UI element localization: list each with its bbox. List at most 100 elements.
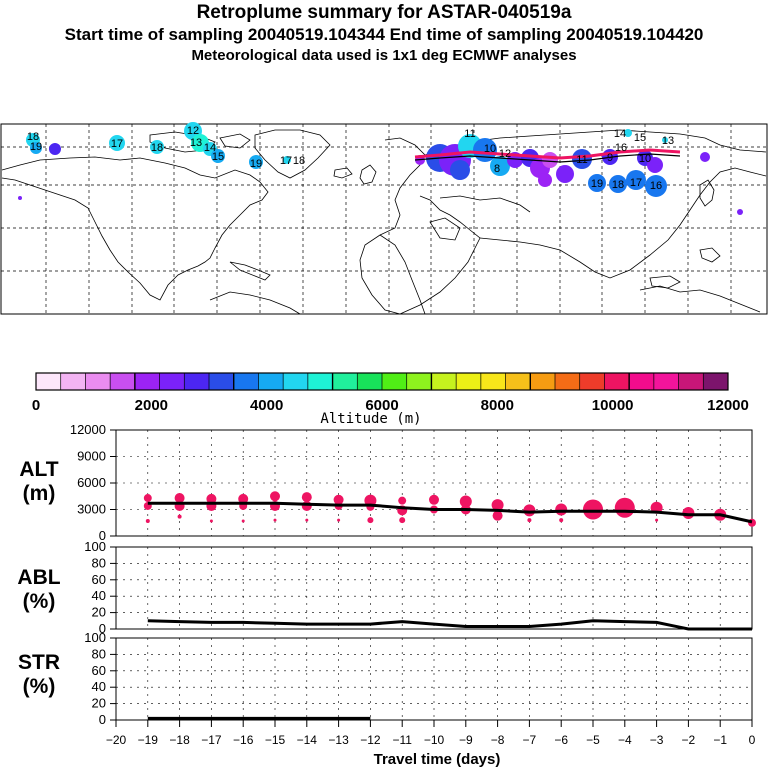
colorbar-tick-label: 0 xyxy=(32,397,40,414)
plume-cluster-dot xyxy=(647,157,663,173)
y-tick-label: 12000 xyxy=(70,422,106,437)
plume-track-path xyxy=(414,153,681,163)
alt-panel-label: ALT xyxy=(19,458,58,481)
plume-day-label: 10 xyxy=(484,143,496,155)
altitude-bubble xyxy=(209,519,213,523)
sampling-times: Start time of sampling 20040519.104344 E… xyxy=(64,25,704,44)
plume-day-label: 18 xyxy=(612,179,624,191)
plume-day-label: 12 xyxy=(499,148,511,160)
plume-cluster-dot xyxy=(700,152,710,162)
x-tick-label: −18 xyxy=(169,733,190,747)
alt-mean-line xyxy=(147,501,753,524)
y-tick-label: 60 xyxy=(92,572,106,587)
colorbar-swatch xyxy=(406,373,432,390)
abl-panel-label: ABL xyxy=(17,566,60,589)
x-tick-label: −9 xyxy=(459,733,473,747)
plume-day-label: 12 xyxy=(187,125,199,137)
altitude-bubble xyxy=(273,518,277,522)
altitude-bubble xyxy=(177,514,182,519)
altitude-bubble xyxy=(337,518,341,522)
y-tick-label: 80 xyxy=(92,646,106,661)
colorbar-swatch xyxy=(258,373,284,390)
colorbar-swatch xyxy=(233,373,259,390)
colorbar-swatch xyxy=(480,373,506,390)
plume-clusters xyxy=(18,122,743,215)
altitude-bubble xyxy=(559,518,564,523)
y-tick-label: 100 xyxy=(84,630,106,645)
altitude-bubble xyxy=(555,503,568,516)
x-tick-label: −11 xyxy=(392,733,412,747)
plume-cluster-dot xyxy=(645,175,667,197)
colorbar-tick-label: 12000 xyxy=(707,397,749,414)
plume-cluster-dot xyxy=(624,129,632,137)
colorbar-swatch xyxy=(357,373,383,390)
colorbar-swatch xyxy=(184,373,210,390)
plume-cluster-dot xyxy=(211,149,225,163)
plume-day-label: 19 xyxy=(250,158,262,170)
altitude-bubble xyxy=(492,510,503,521)
altitude-bubble xyxy=(143,494,152,503)
plume-cluster-dot xyxy=(18,196,22,200)
met-data-note: Meteorological data used is 1x1 deg ECMW… xyxy=(191,47,577,64)
altitude-bubble xyxy=(301,500,312,511)
plume-cluster-dot xyxy=(542,152,558,168)
plume-cluster-dot xyxy=(538,173,552,187)
x-tick-label: −6 xyxy=(554,733,568,747)
plume-cluster-dot xyxy=(737,209,743,215)
colorbar-tick-label: 6000 xyxy=(365,397,398,414)
colorbar-swatch xyxy=(703,373,729,390)
plume-cluster-dot xyxy=(572,149,592,169)
colorbar-swatch xyxy=(678,373,704,390)
x-axis-ticks: −20 −19 −18 −17 −16 −15 −14 −13 −12 −11 −10 −9 −8 −7−… xyxy=(106,720,756,747)
colorbar-tick-label: 4000 xyxy=(250,397,283,414)
altitude-bubble xyxy=(270,491,280,502)
x-tick-label: −13 xyxy=(328,733,349,747)
plume-day-label: 19 xyxy=(30,141,42,153)
altitude-bubble xyxy=(238,493,249,504)
plume-cluster-dot xyxy=(626,170,646,190)
plume-day-label: 14 xyxy=(204,142,216,154)
y-tick-label: 20 xyxy=(92,605,106,620)
plume-day-label: 17 xyxy=(280,155,292,167)
altitude-bubble xyxy=(301,492,312,503)
altitude-bubble xyxy=(241,519,245,523)
altitude-bubble xyxy=(527,518,532,523)
y-tick-label: 0 xyxy=(99,528,106,543)
colorbar-swatch xyxy=(283,373,309,390)
y-tick-label: 0 xyxy=(99,621,106,636)
altitude-bubble xyxy=(206,493,217,504)
altitude-bubble xyxy=(305,518,309,522)
plume-day-label: 11 xyxy=(464,128,475,140)
x-tick-label: −8 xyxy=(491,733,505,747)
x-tick-label: −16 xyxy=(233,733,254,747)
plume-cluster-dot xyxy=(49,143,61,155)
plume-cluster-dot xyxy=(450,160,470,180)
x-tick-label: −1 xyxy=(713,733,727,747)
x-tick-label: −2 xyxy=(682,733,696,747)
plume-centroid-path xyxy=(414,148,681,160)
y-tick-label: 6000 xyxy=(77,475,106,490)
x-tick-label: −5 xyxy=(586,733,600,747)
str-panel-label: STR xyxy=(18,651,60,674)
colorbar-swatch xyxy=(604,373,630,390)
colorbar-swatch xyxy=(431,373,457,390)
x-tick-label: −20 xyxy=(106,733,127,747)
colorbar-swatch xyxy=(209,373,235,390)
plume-cluster-dot xyxy=(283,156,291,164)
altitude-bubble xyxy=(429,494,439,505)
plume-day-label: 15 xyxy=(634,132,646,144)
str-panel-unit: (%) xyxy=(23,675,56,698)
y-tick-label: 40 xyxy=(92,588,106,603)
plume-cluster-dot xyxy=(588,174,606,192)
abl-fraction-line xyxy=(147,619,752,631)
colorbar-swatch xyxy=(653,373,679,390)
plume-day-label: 8 xyxy=(494,163,500,175)
colorbar-swatch xyxy=(159,373,185,390)
y-tick-label: 40 xyxy=(92,679,106,694)
altitude-colorbar: 0 2000 4000 6000 8000 10000 12000 Altitude (m) xyxy=(32,372,749,427)
colorbar-swatch xyxy=(579,373,605,390)
chart-title: Retroplume summary for ASTAR-040519a xyxy=(196,2,572,23)
x-tick-label: −3 xyxy=(650,733,664,747)
